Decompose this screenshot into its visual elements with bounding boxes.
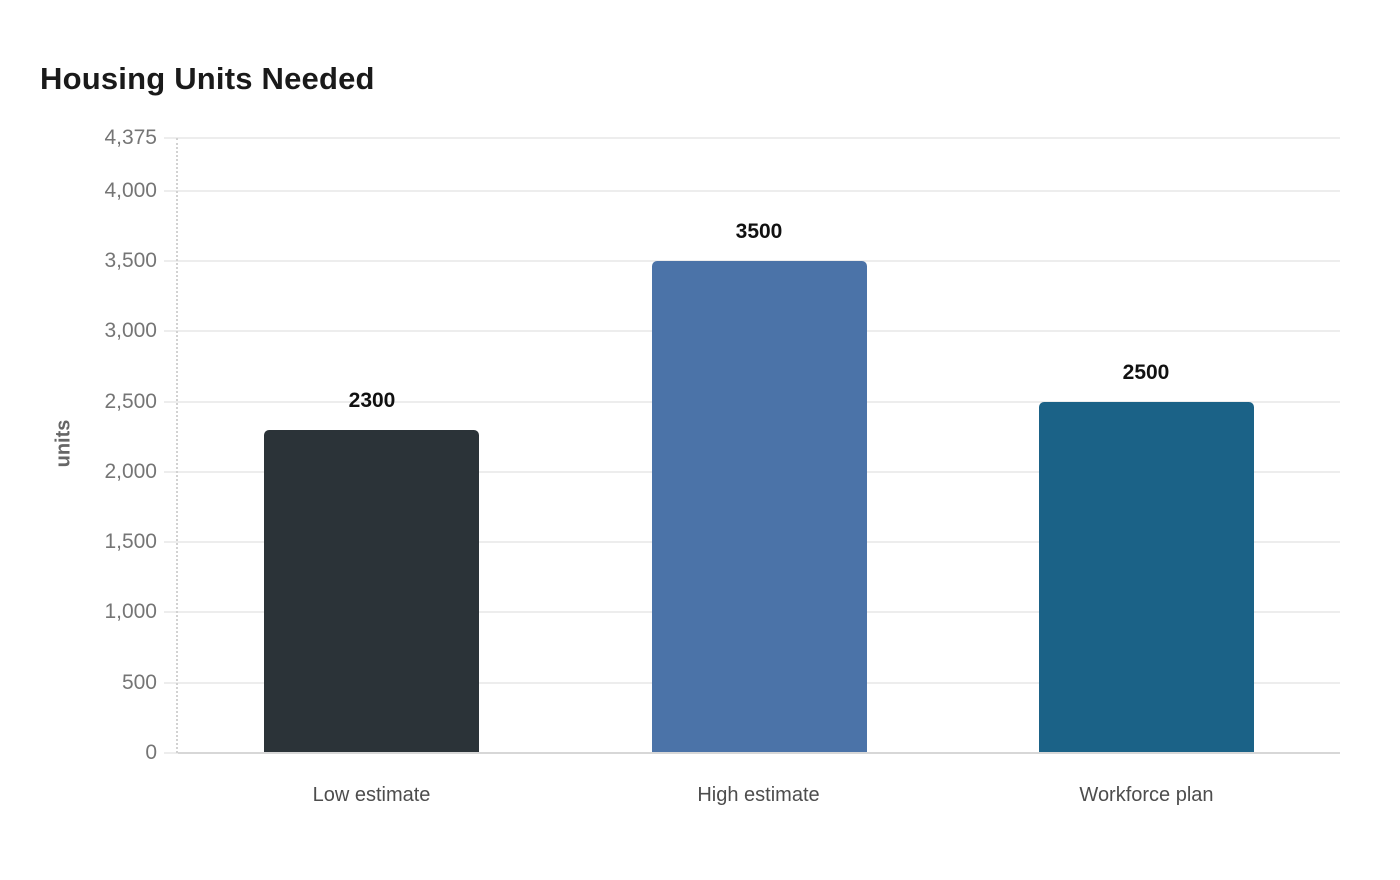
y-tick-label: 3,000 [104, 319, 157, 342]
bar-workforce-plan [1039, 402, 1254, 752]
y-axis-line [176, 138, 178, 753]
y-tick-label: 1,500 [104, 530, 157, 553]
y-tick-label: 2,500 [104, 390, 157, 413]
bar-value-label: 2500 [1122, 361, 1170, 384]
y-tick-label: 3,500 [104, 249, 157, 272]
y-tick-label: 500 [121, 671, 157, 694]
x-axis-baseline [178, 752, 1340, 754]
x-category-label: Low estimate [312, 784, 431, 806]
gridline [164, 190, 1340, 192]
gridline [164, 137, 1340, 139]
bar-low-estimate [264, 430, 479, 752]
chart-title: Housing Units Needed [40, 61, 375, 96]
y-tick-label: 4,375 [104, 126, 157, 149]
y-tick-label: 1,000 [104, 600, 157, 623]
bar-value-label: 3500 [735, 220, 783, 243]
x-category-label: High estimate [697, 784, 820, 806]
y-tick-mark [164, 752, 178, 754]
y-tick-label: 0 [145, 741, 157, 764]
bar-value-label: 2300 [348, 389, 396, 412]
x-category-label: Workforce plan [1079, 784, 1214, 806]
y-tick-label: 4,000 [104, 179, 157, 202]
bar-high-estimate [652, 261, 867, 752]
y-tick-label: 2,000 [104, 460, 157, 483]
